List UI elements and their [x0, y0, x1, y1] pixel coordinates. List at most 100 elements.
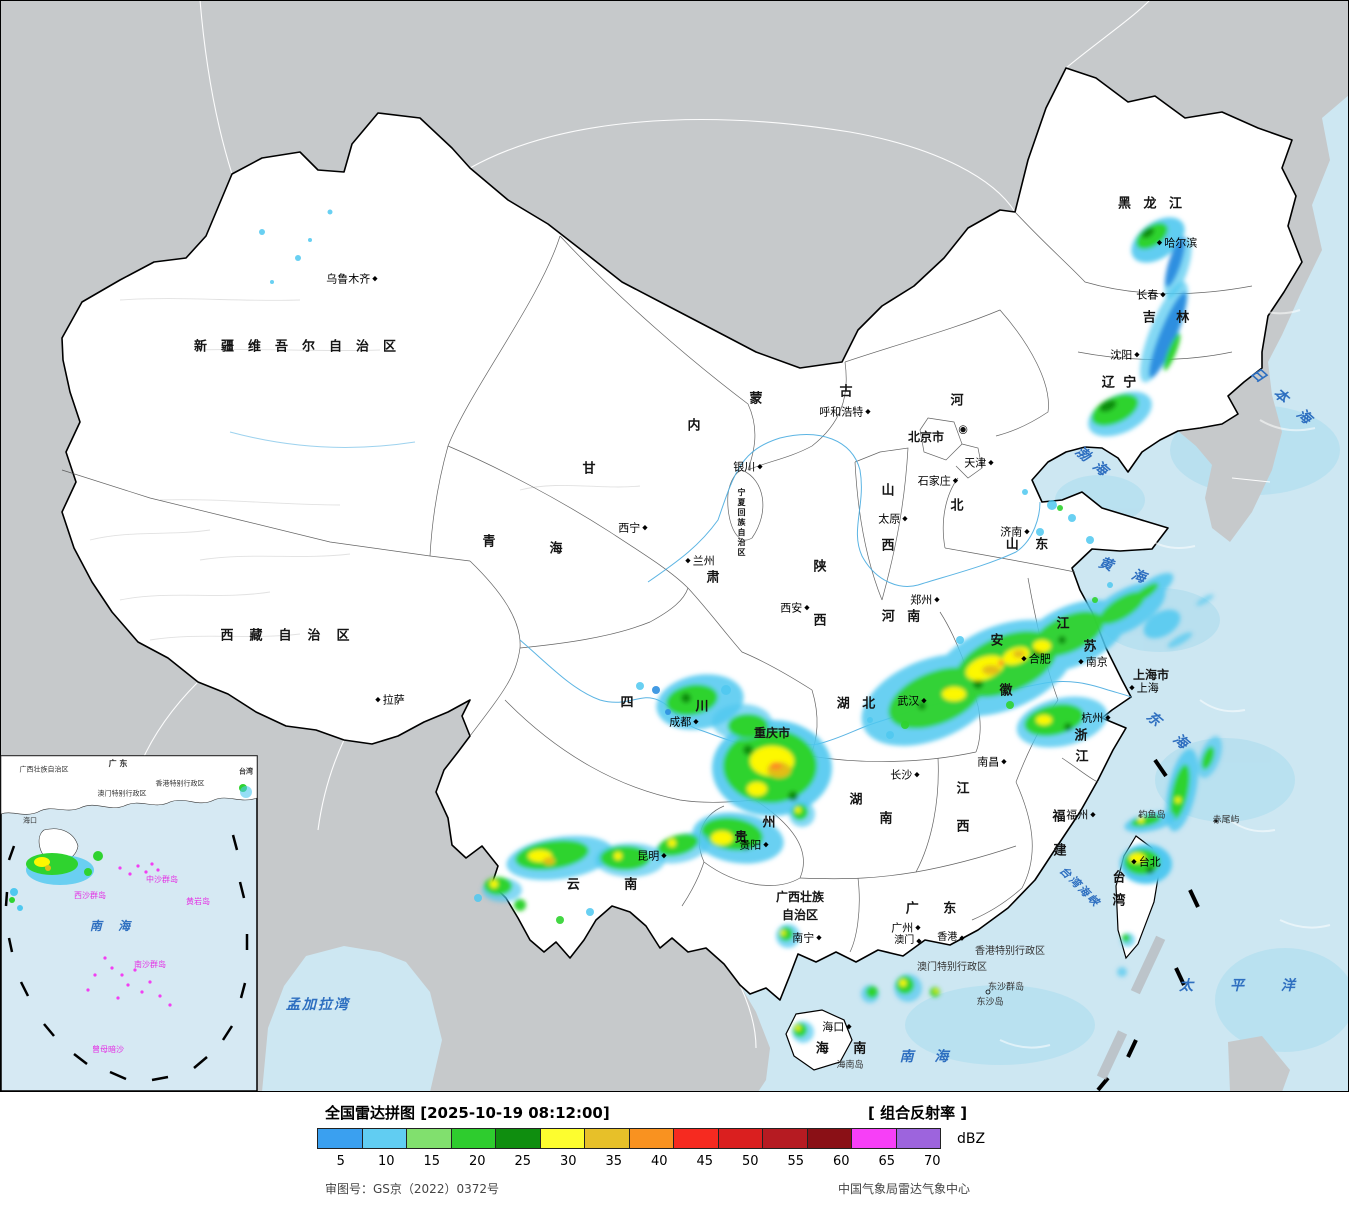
city-label: ◆ 哈尔滨: [1156, 236, 1198, 250]
city-label: 海口 ◆: [822, 1020, 852, 1034]
city-marker-icon: ◆: [375, 695, 381, 704]
capital-marker-icon: ◉: [958, 422, 968, 436]
city-marker-icon: ◆: [804, 603, 810, 612]
inset-label: 海口: [23, 816, 37, 825]
province-label: 四: [620, 695, 634, 711]
province-label: 新疆维吾尔自治区: [193, 339, 411, 355]
product-label: [ 组合反射率 ]: [868, 1104, 968, 1122]
island-label: 海南岛: [836, 1060, 864, 1071]
province-label: 南: [879, 811, 893, 827]
city-label: 澳门 ◆: [894, 935, 922, 946]
city-marker-icon: ◆: [1024, 527, 1030, 536]
scale-value: 10: [377, 1154, 395, 1169]
province-label: 湖: [849, 792, 863, 808]
island-label: 钓鱼岛: [1138, 810, 1166, 821]
scale-segment: [762, 1128, 808, 1149]
inset-island-label: 曾母暗沙: [92, 1045, 124, 1054]
city-label: 西宁 ◆: [618, 521, 648, 535]
city-label: 西安 ◆: [780, 601, 810, 615]
province-label: 建: [1053, 843, 1067, 859]
city-label: 成都 ◆: [669, 715, 699, 729]
city-marker-icon: ◆: [915, 923, 921, 932]
province-label: 西: [881, 538, 895, 554]
province-label: 蒙: [749, 391, 763, 407]
city-label: 沈阳 ◆: [1110, 348, 1140, 362]
province-label: 内: [687, 418, 701, 434]
inset-island-label: 中沙群岛: [146, 875, 178, 884]
province-label: 古: [839, 384, 853, 400]
province-label: 广 东: [905, 901, 967, 917]
province-label: 自治区: [781, 908, 819, 922]
city-label: 杭州 ◆: [1081, 711, 1111, 725]
city-label: 郑州 ◆: [910, 593, 940, 607]
province-label: 陕: [813, 559, 827, 575]
province-label: 黑 龙 江: [1117, 196, 1187, 212]
city-marker-icon: ◆: [1021, 654, 1027, 663]
province-label: 江: [1056, 616, 1070, 632]
city-marker-icon: ◆: [372, 274, 378, 283]
province-label: 甘: [582, 461, 596, 477]
province-label: 西: [956, 819, 970, 835]
scale-value: 60: [832, 1154, 850, 1169]
inset-sea-label: 南 海: [89, 919, 137, 933]
city-label: ◆ 兰州: [685, 554, 715, 568]
city-marker-icon: ◆: [661, 851, 667, 860]
scale-segment: [361, 1128, 407, 1149]
province-label: 贵: [734, 830, 748, 846]
inset-map: [0, 755, 258, 1092]
city-label: 昆明 ◆: [637, 849, 667, 863]
scale-value: 15: [423, 1154, 441, 1169]
city-label: 天津 ◆: [964, 456, 994, 470]
city-label: 长沙 ◆: [890, 768, 920, 782]
province-label: 河: [950, 393, 964, 409]
city-marker-icon: ◆: [816, 933, 822, 942]
province-label: 福: [1052, 809, 1066, 825]
city-label: 石家庄 ◆: [917, 474, 959, 488]
city-marker-icon: ◆: [1160, 290, 1166, 299]
city-label: ◆ 拉萨: [375, 693, 405, 707]
province-label: 北京市: [907, 430, 945, 444]
province-label: 台: [1112, 870, 1126, 886]
maritime-boundary-dashes: [1096, 758, 1200, 1092]
province-label: 西: [813, 613, 827, 629]
scale-value: 40: [650, 1154, 668, 1169]
city-label: 太原 ◆: [878, 512, 908, 526]
province-label: 州: [762, 815, 776, 831]
scale-segment: [450, 1128, 496, 1149]
city-marker-icon: ◆: [865, 407, 871, 416]
city-marker-icon: ◆: [1105, 713, 1111, 722]
province-label: 山 东: [1005, 537, 1055, 553]
province-label: 江: [1075, 749, 1089, 765]
province-label: 宁夏回族自治区: [737, 488, 746, 558]
city-marker-icon: ◆: [1129, 683, 1135, 692]
inset-echoes: [9, 784, 252, 1007]
scale-value: 65: [878, 1154, 896, 1169]
scale-segment: [895, 1128, 941, 1149]
province-label: 江: [956, 781, 970, 797]
province-label: 广西壮族: [775, 890, 825, 904]
scale-segment: [806, 1128, 852, 1149]
city-marker-icon: ◆: [1090, 810, 1096, 819]
city-label: 广州 ◆: [891, 921, 921, 935]
inset-label: 广 东: [108, 759, 128, 768]
city-label: ◆ 上海: [1129, 681, 1159, 695]
province-label: 安: [990, 633, 1004, 649]
scale-value: 70: [923, 1154, 941, 1169]
scale-segment: [539, 1128, 585, 1149]
luzon-island: [1228, 1036, 1290, 1092]
city-label: ◆ 合肥: [1021, 652, 1051, 666]
island-label: 赤尾屿: [1212, 815, 1240, 826]
sea-label: 太 平 洋: [1179, 978, 1311, 994]
scale-segment: [406, 1128, 452, 1149]
province-label: 苏: [1083, 639, 1097, 655]
scale-segment: [717, 1128, 763, 1149]
city-marker-icon: ◆: [1134, 350, 1140, 359]
province-label: 吉 林: [1142, 310, 1198, 326]
city-label: 香港 ◆: [937, 932, 965, 943]
island-label: 东沙群岛: [987, 982, 1025, 993]
inset-label: 台湾: [239, 767, 253, 776]
city-label: ◆ 台北: [1131, 855, 1161, 869]
city-marker-icon: ◆: [693, 717, 699, 726]
